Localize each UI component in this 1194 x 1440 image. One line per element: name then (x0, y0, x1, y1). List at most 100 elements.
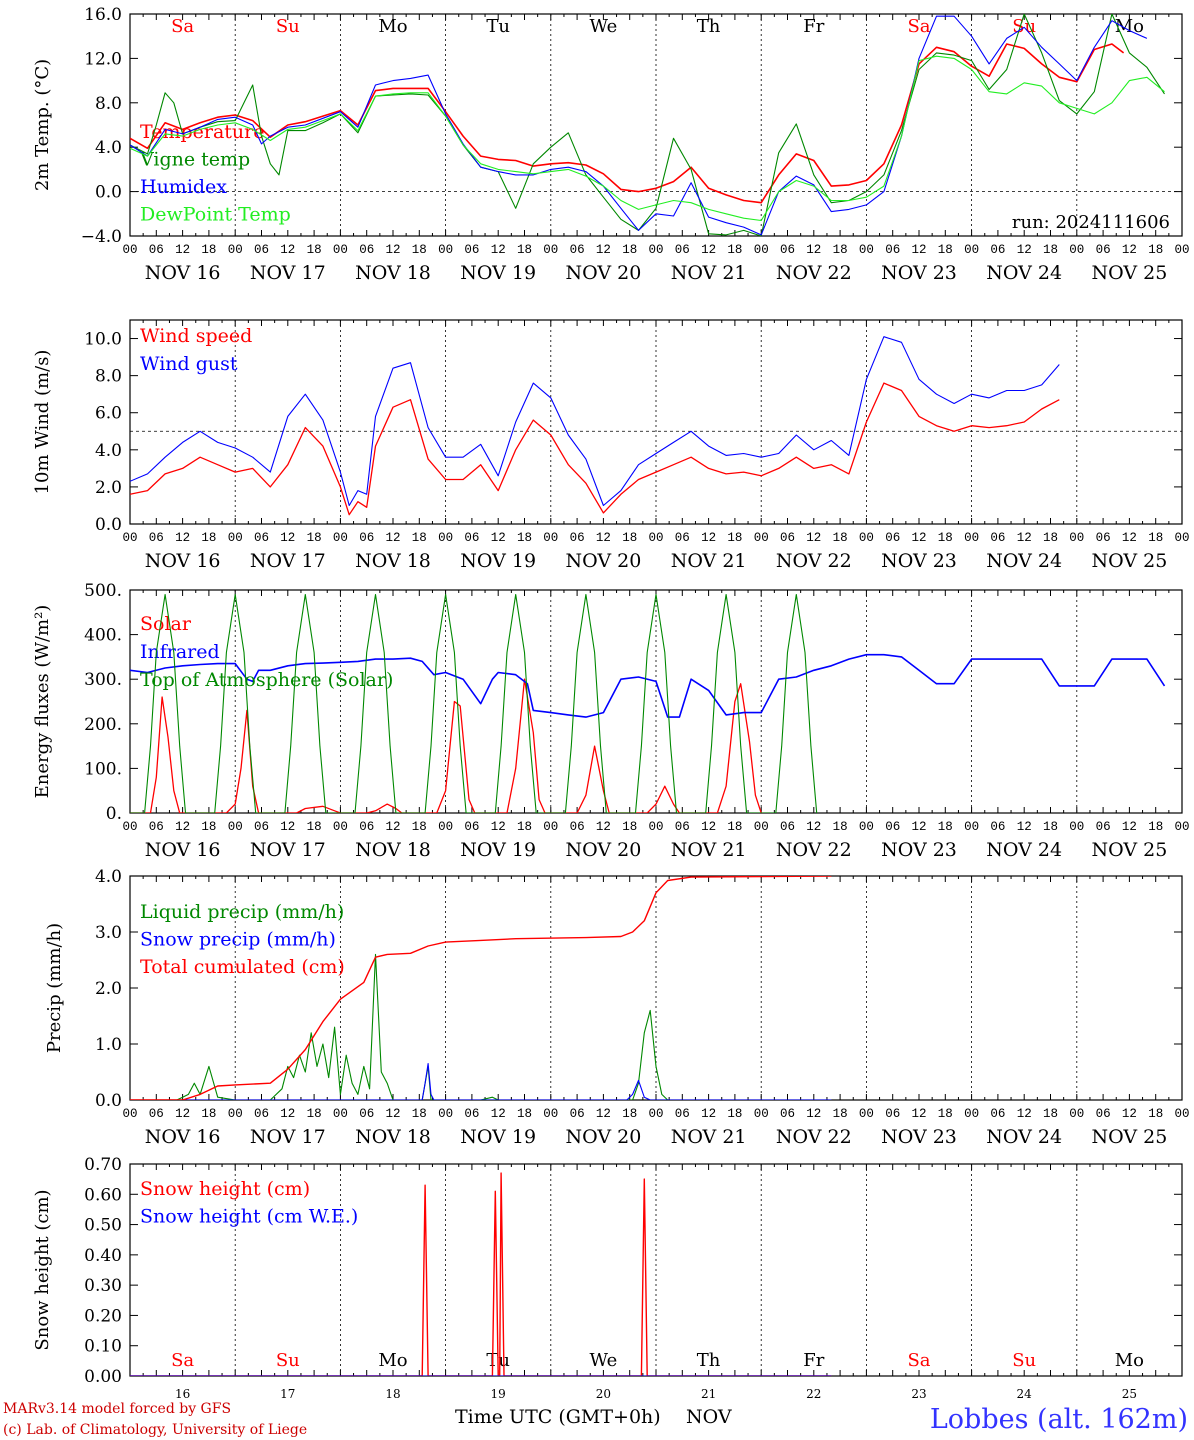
y-tick-label: 2.0 (95, 979, 122, 999)
hour-tick-label: 12 (385, 243, 400, 257)
date-label: NOV 18 (355, 839, 431, 861)
hour-tick-label: 12 (596, 243, 611, 257)
y-tick-label: 10.0 (84, 330, 122, 350)
y-tick-label: 500. (84, 581, 122, 601)
hour-tick-label: 12 (806, 820, 821, 834)
hour-tick-label: 00 (122, 820, 137, 834)
day-number-label: 17 (280, 1387, 295, 1401)
hour-tick-label: 18 (727, 820, 742, 834)
hour-tick-label: 00 (859, 531, 874, 545)
station-label: Lobbes (alt. 162m) (930, 1404, 1188, 1435)
date-label: NOV 23 (881, 550, 957, 572)
hour-tick-label: 18 (622, 1107, 637, 1121)
hour-tick-label: 12 (596, 820, 611, 834)
y-tick-label: 0.70 (84, 1155, 122, 1175)
date-label: NOV 23 (881, 1126, 957, 1148)
hour-tick-label: 06 (675, 1107, 690, 1121)
hour-tick-label: 18 (201, 531, 216, 545)
series-line-wind-speed (130, 382, 1060, 516)
hour-tick-label: 06 (990, 243, 1005, 257)
hour-tick-label: 06 (149, 531, 164, 545)
y-tick-label: 0.0 (95, 183, 122, 203)
hour-tick-label: 12 (491, 820, 506, 834)
hour-tick-label: 18 (938, 820, 953, 834)
hour-tick-label: 12 (701, 531, 716, 545)
day-number-label: 18 (385, 1387, 400, 1401)
hour-tick-label: 12 (1122, 820, 1137, 834)
hour-tick-label: 00 (964, 531, 979, 545)
hour-tick-label: 06 (675, 820, 690, 834)
panel-precip: 00 06 12 18 00 06 12 18 00 06 12 18 00 06 12 18 00 06 12 18… (44, 867, 1190, 1148)
y-axis-label: 2m Temp. (°C) (32, 59, 53, 191)
hour-tick-label: 18 (412, 243, 427, 257)
legend-entry: Snow precip (mm/h) (140, 929, 336, 951)
series-line-snow-height-cm- (130, 1172, 832, 1376)
hour-tick-label: 06 (464, 243, 479, 257)
hour-tick-label: 00 (648, 531, 663, 545)
series-line-humidex (130, 15, 1148, 236)
hour-tick-label: 18 (622, 820, 637, 834)
hour-tick-label: 18 (1148, 820, 1163, 834)
hour-tick-label: 00 (333, 820, 348, 834)
y-tick-label: 2.0 (95, 478, 122, 498)
hour-tick-label: 00 (648, 243, 663, 257)
weekday-label: Mo (378, 1350, 407, 1371)
date-label: NOV 24 (986, 1126, 1062, 1148)
date-label: NOV 20 (565, 262, 641, 284)
hour-tick-label: 00 (1174, 531, 1189, 545)
hour-tick-label: 00 (438, 820, 453, 834)
y-axis-label: Snow height (cm) (32, 1189, 53, 1350)
hour-tick-label: 18 (1148, 1107, 1163, 1121)
hour-tick-label: 06 (254, 1107, 269, 1121)
hour-tick-label: 06 (359, 531, 374, 545)
series-line-vigne-temp (130, 14, 1165, 236)
y-tick-label: 16.0 (84, 5, 122, 25)
hour-tick-label: 06 (149, 820, 164, 834)
hour-tick-label: 06 (464, 531, 479, 545)
hour-tick-label: 00 (964, 243, 979, 257)
chart-panels: 00 06 12 18 00 06 12 18 00 06 12 18 00 06 12 18 00 06 12 18… (32, 5, 1190, 1401)
model-credit: MARv3.14 model forced by GFS (3, 1401, 231, 1417)
date-label: NOV 24 (986, 550, 1062, 572)
hour-tick-label: 18 (1148, 243, 1163, 257)
hour-tick-label: 12 (1122, 531, 1137, 545)
y-tick-label: 4.0 (95, 441, 122, 461)
time-axis-label: Time UTC (GMT+0h) (455, 1406, 661, 1428)
hour-tick-label: 18 (727, 243, 742, 257)
date-label: NOV 19 (460, 550, 536, 572)
weekday-label: Fr (803, 16, 824, 37)
date-label: NOV 25 (1091, 550, 1167, 572)
hour-tick-label: 12 (806, 243, 821, 257)
hour-tick-label: 12 (806, 1107, 821, 1121)
hour-tick-label: 18 (938, 1107, 953, 1121)
hour-tick-label: 00 (1174, 243, 1189, 257)
y-tick-label: 100. (84, 759, 122, 779)
panel-energy: 00 06 12 18 00 06 12 18 00 06 12 18 00 06 12 18 00 06 12 18… (32, 581, 1190, 861)
hour-tick-label: 18 (727, 1107, 742, 1121)
hour-tick-label: 06 (570, 531, 585, 545)
y-tick-label: 300. (84, 670, 122, 690)
hour-tick-label: 00 (333, 531, 348, 545)
date-label: NOV 19 (460, 839, 536, 861)
hour-tick-label: 18 (517, 243, 532, 257)
hour-tick-label: 00 (754, 531, 769, 545)
date-label: NOV 19 (460, 262, 536, 284)
hour-tick-label: 00 (1069, 531, 1084, 545)
y-tick-label: 0.10 (84, 1337, 122, 1357)
hour-tick-label: 12 (385, 531, 400, 545)
hour-tick-label: 12 (701, 1107, 716, 1121)
hour-tick-label: 12 (385, 820, 400, 834)
day-number-label: 21 (701, 1387, 716, 1401)
y-axis-label: Precip (mm/h) (44, 923, 65, 1053)
date-label: NOV 23 (881, 839, 957, 861)
date-label: NOV 16 (145, 1126, 221, 1148)
hour-tick-label: 06 (149, 243, 164, 257)
hour-tick-label: 12 (1122, 1107, 1137, 1121)
hour-tick-label: 12 (491, 1107, 506, 1121)
hour-tick-label: 06 (1096, 1107, 1111, 1121)
y-tick-label: 6.0 (95, 404, 122, 424)
date-label: NOV 21 (671, 550, 747, 572)
hour-tick-label: 12 (911, 1107, 926, 1121)
date-label: NOV 25 (1091, 839, 1167, 861)
